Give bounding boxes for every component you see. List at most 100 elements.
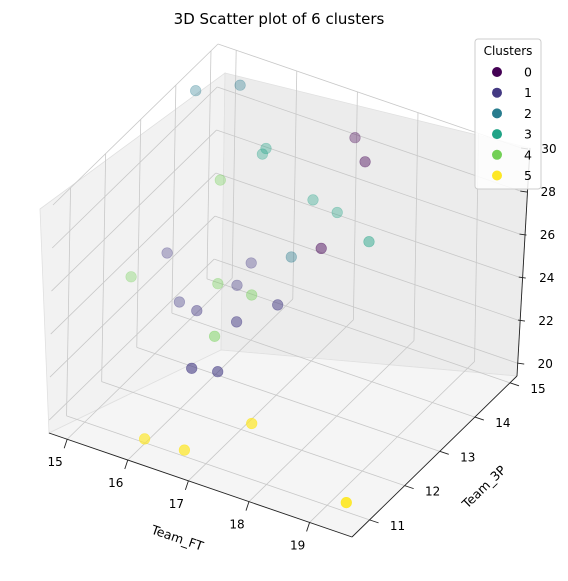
data-point-cluster-1	[161, 247, 173, 259]
y-tick-mark	[439, 450, 449, 455]
x-tick-label: 16	[108, 476, 123, 490]
z-tick-mark	[520, 190, 528, 193]
x-gridline-back	[352, 91, 358, 320]
z-tick-label: 20	[538, 357, 553, 371]
z-gridline-left	[48, 258, 215, 421]
data-point-cluster-1	[173, 296, 185, 308]
x-axis-label: Team_FT	[149, 522, 206, 554]
y-tick-mark	[369, 519, 379, 524]
data-point-cluster-4	[212, 278, 224, 290]
y-gridline-left	[171, 85, 177, 314]
y-tick-mark	[474, 416, 485, 421]
chart-title: 3D Scatter plot of 6 clusters	[174, 10, 385, 28]
y-gridline-left	[206, 50, 212, 279]
data-point-cluster-2	[190, 85, 202, 97]
y-tick-mark	[404, 485, 414, 490]
z-gridline-back	[214, 258, 518, 364]
x-tick-mark	[306, 522, 311, 532]
z-gridline-left	[51, 86, 218, 249]
z-tick-label: 22	[538, 314, 553, 328]
data-point-cluster-2	[285, 251, 297, 263]
data-point-cluster-5	[246, 417, 258, 430]
z-tick-label: 30	[541, 142, 556, 156]
legend-label-4: 4	[524, 147, 532, 162]
legend-box	[474, 38, 542, 190]
y-tick-label: 12	[425, 485, 440, 499]
x-gridline-floor	[248, 340, 415, 502]
y-axis-label: Team_3P	[458, 462, 509, 512]
y-gridline-floor	[101, 381, 405, 486]
legend-marker-1	[492, 87, 502, 98]
data-point-cluster-0	[315, 242, 327, 254]
data-point-cluster-0	[359, 156, 371, 168]
legend-marker-5	[492, 170, 502, 181]
y-gridline-left	[66, 187, 71, 416]
z-tick-mark	[517, 362, 525, 365]
x-gridline-floor	[66, 277, 233, 440]
legend-label-3: 3	[524, 127, 532, 142]
x-tick-mark	[184, 480, 189, 490]
data-point-cluster-4	[125, 271, 137, 283]
data-point-cluster-1	[231, 316, 243, 328]
y-gridline-left	[101, 153, 107, 382]
z-gridline-left	[51, 129, 217, 292]
data-point-cluster-1	[191, 305, 203, 317]
legend-marker-3	[492, 129, 502, 140]
z-tick-label: 26	[540, 228, 555, 242]
data-point-cluster-5	[139, 433, 151, 445]
y-tick-mark	[509, 382, 520, 387]
x-tick-label: 17	[169, 497, 184, 511]
legend-label-0: 0	[524, 65, 532, 80]
z-gridline-back	[217, 86, 521, 192]
gridlines	[48, 43, 522, 523]
z-tick-mark	[519, 233, 527, 236]
x-tick-label: 15	[48, 455, 63, 469]
legend-marker-2	[492, 108, 502, 119]
data-point-cluster-1	[272, 299, 284, 311]
x-gridline-floor	[188, 319, 354, 482]
data-point-cluster-1	[245, 257, 257, 269]
axis-ticks: 15 16 17 18 19 11 12 13 14 15 20 22 24 26 28 30	[48, 142, 557, 552]
data-point-cluster-4	[246, 289, 258, 301]
x-gridline-floor	[309, 361, 475, 523]
legend-items: 0 1 2 3 4 5	[492, 65, 532, 183]
z-tick-label: 28	[541, 185, 556, 199]
legend-label-1: 1	[524, 85, 532, 100]
legend-label-2: 2	[524, 106, 532, 121]
legend-marker-0	[492, 67, 502, 77]
data-point-cluster-1	[212, 366, 224, 378]
y-gridline-floor	[171, 312, 476, 418]
z-gridline-left	[49, 215, 216, 378]
z-tick-mark	[518, 276, 526, 279]
legend-marker-4	[492, 149, 502, 160]
x-gridline-floor	[127, 298, 294, 461]
z-gridline-left	[52, 43, 219, 206]
x-tick-mark	[63, 439, 68, 449]
x-tick-mark	[124, 459, 129, 470]
data-point-cluster-1	[231, 279, 243, 291]
data-point-cluster-5	[340, 497, 352, 509]
x-tick-label: 18	[229, 518, 244, 532]
z-gridline-back	[217, 43, 522, 149]
data-point-cluster-3	[260, 142, 272, 155]
data-point-cluster-2	[234, 79, 246, 91]
legend: Clusters 0 1 2 3 4 5	[474, 38, 542, 190]
data-point-cluster-3	[256, 148, 269, 160]
x-gridline-back	[292, 71, 298, 300]
data-point-cluster-3	[307, 194, 319, 206]
legend-title: Clusters	[484, 44, 533, 58]
y-tick-label: 11	[390, 519, 405, 533]
data-point-cluster-4	[214, 174, 226, 186]
x-tick-label: 19	[290, 538, 305, 552]
y-gridline-floor	[206, 278, 511, 384]
y-gridline-floor	[136, 346, 440, 452]
data-points	[125, 79, 375, 509]
z-gridline-back	[215, 172, 519, 278]
z-gridline-back	[216, 129, 520, 235]
x-tick-mark	[245, 501, 250, 511]
x-gridline-back	[413, 112, 419, 341]
data-point-cluster-5	[178, 444, 190, 456]
data-point-cluster-4	[209, 330, 221, 342]
data-point-cluster-3	[363, 236, 375, 248]
